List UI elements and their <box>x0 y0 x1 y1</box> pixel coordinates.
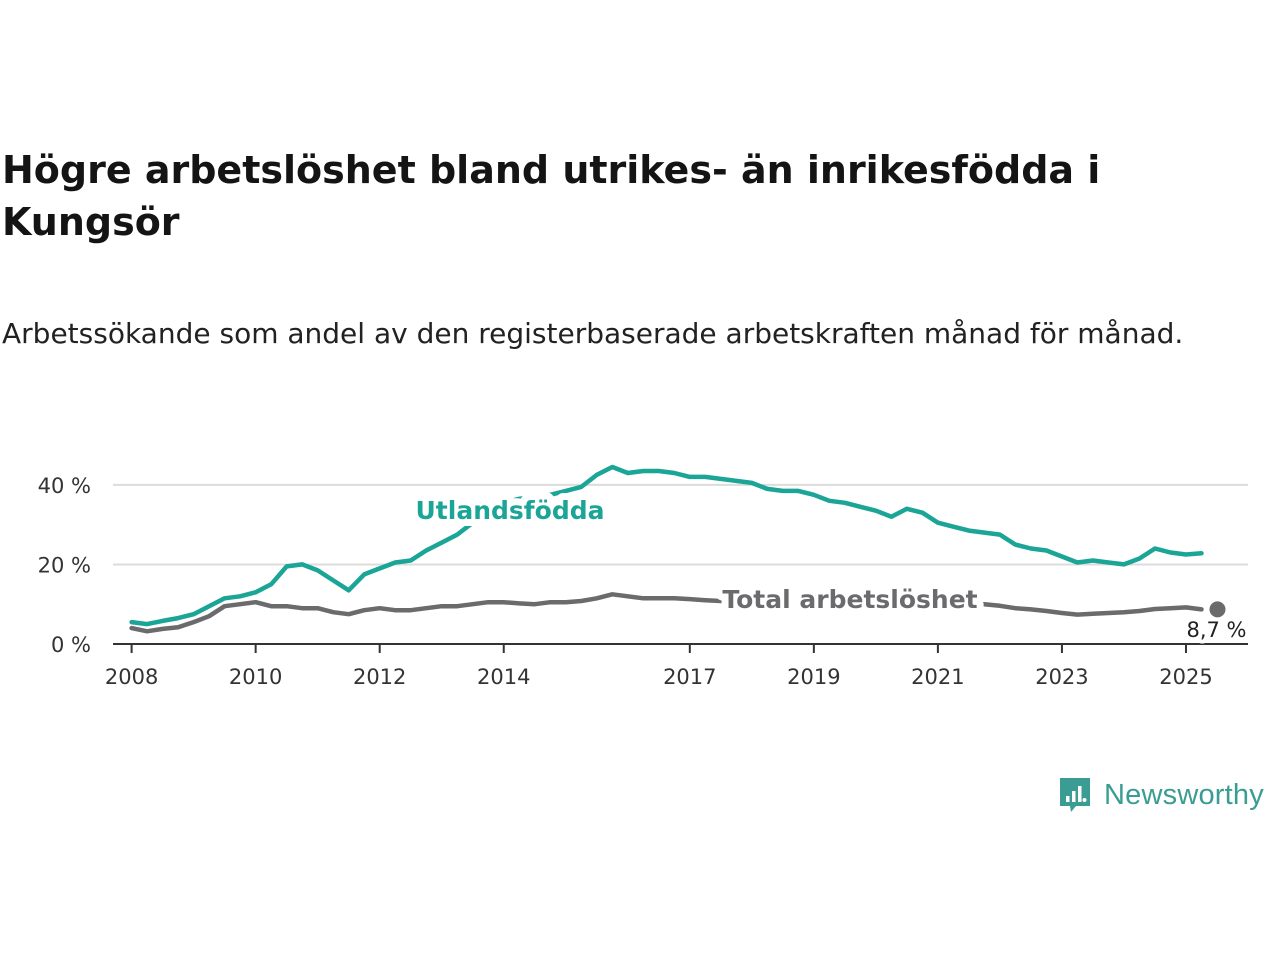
series-label-total-halo: Total arbetslöshet <box>722 585 977 614</box>
series-label-utlandsfodda-halo: Utlandsfödda <box>416 496 605 525</box>
y-axis: 0 % 20 % 40 % <box>38 474 91 657</box>
chart-subtitle: Arbetssökande som andel av den registerb… <box>2 317 1184 350</box>
series-line-utlandsfodda <box>129 464 1204 627</box>
newsworthy-logo: Newsworthy <box>1058 772 1264 818</box>
x-tick-label: 2010 <box>229 665 282 689</box>
x-tick-label: 2025 <box>1159 665 1212 689</box>
series-line-total <box>129 592 1204 634</box>
brand-name: Newsworthy <box>1104 778 1264 811</box>
x-axis: 2008 2010 2012 2014 2017 2019 2021 2023 2025 <box>105 643 1248 689</box>
end-value-label-halo: 8,7 % <box>1186 618 1246 642</box>
bar-chart-speech-bubble-icon <box>1060 778 1090 812</box>
series-lines <box>129 464 1204 634</box>
y-tick-label: 20 % <box>38 553 91 577</box>
x-tick-label: 2012 <box>353 665 406 689</box>
x-tick-label: 2021 <box>911 665 964 689</box>
end-point-marker <box>1209 601 1226 618</box>
gridlines <box>113 483 1248 566</box>
chart-title: Högre arbetslöshet bland utrikes- än inr… <box>2 148 1101 244</box>
y-tick-label: 40 % <box>38 474 91 498</box>
x-tick-label: 2019 <box>787 665 840 689</box>
x-tick-label: 2017 <box>663 665 716 689</box>
x-tick-label: 2008 <box>105 665 158 689</box>
series-label-utlandsfodda-text: Utlandsfödda <box>416 496 605 525</box>
x-tick-label: 2023 <box>1035 665 1088 689</box>
x-tick-label: 2014 <box>477 665 530 689</box>
y-tick-label: 0 % <box>51 633 91 657</box>
series-label-total-text: Total arbetslöshet <box>722 585 977 614</box>
end-value-label: 8,7 % <box>1186 618 1246 642</box>
